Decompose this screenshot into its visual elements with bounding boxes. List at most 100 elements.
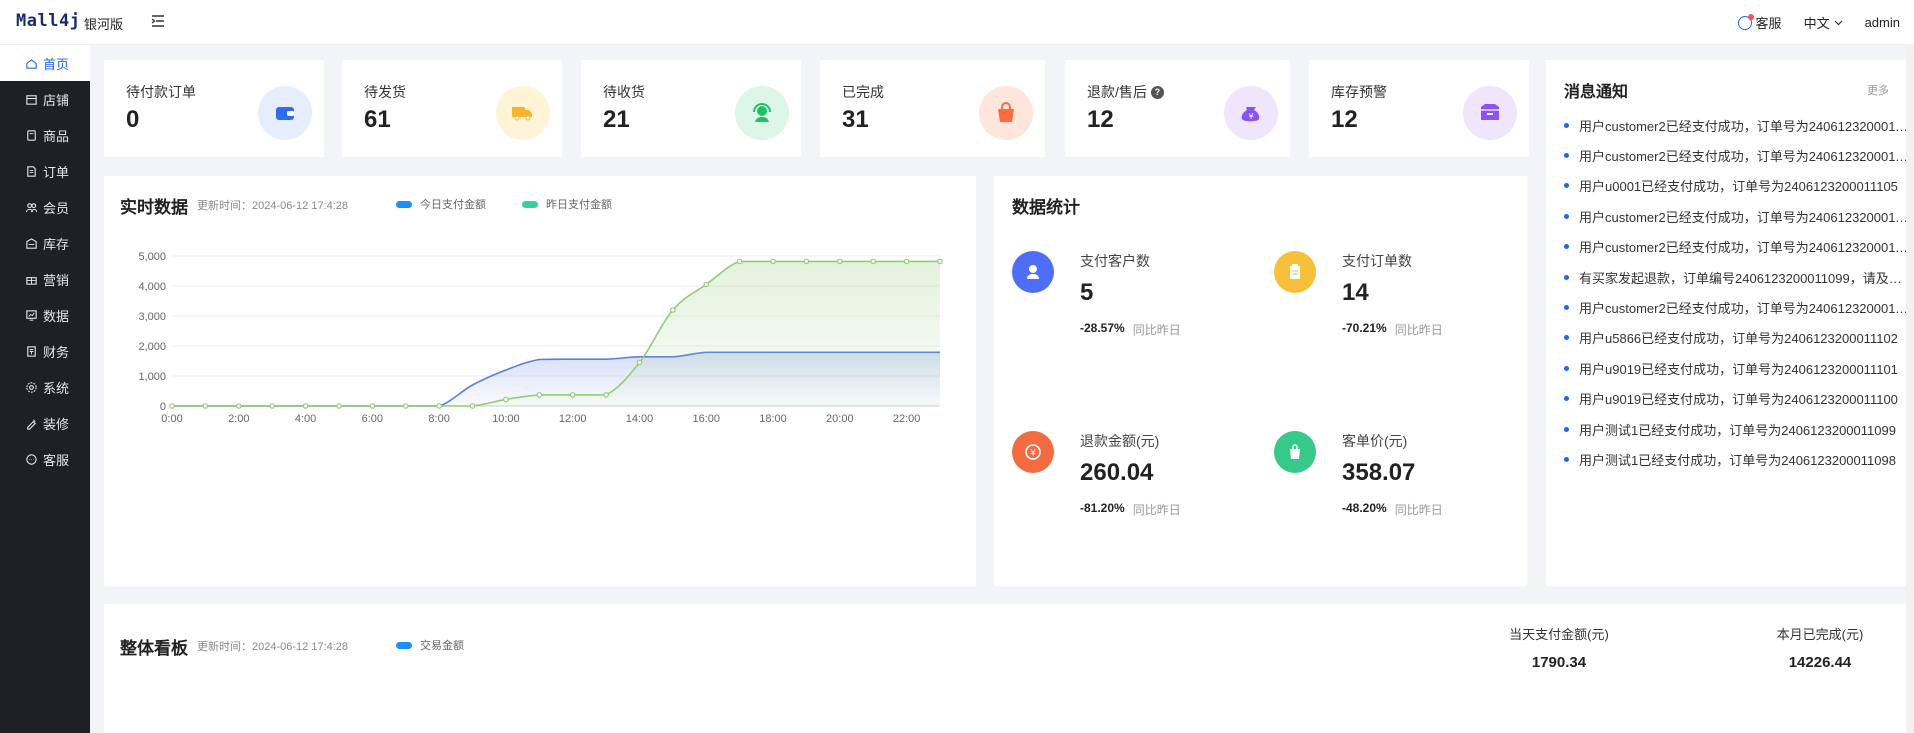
customer-service-button[interactable]: 客服: [1737, 13, 1782, 32]
stat-card-3[interactable]: 待收货 21: [581, 60, 801, 157]
page-scrollbar[interactable]: [1906, 45, 1914, 733]
sidebar-item-label: 营销: [43, 272, 70, 288]
sidebar-item-7[interactable]: 营销: [0, 261, 90, 297]
data-stat-change: -48.20% 同比昨日: [1342, 501, 1443, 518]
sidebar-item-label: 客服: [43, 452, 70, 468]
data-point[interactable]: [670, 307, 676, 313]
data-point[interactable]: [903, 258, 910, 265]
stat-card-4[interactable]: 已完成 31: [820, 60, 1045, 157]
bullet-icon: [1564, 456, 1569, 462]
notice-item[interactable]: 用户u0001已经支付成功，订单号为2406123200011105: [1564, 171, 1909, 201]
sidebar-item-9[interactable]: 财务: [0, 333, 90, 369]
bullet-icon: [1564, 183, 1569, 189]
sidebar-item-label: 订单: [43, 164, 70, 180]
data-point[interactable]: [937, 258, 943, 265]
notice-item[interactable]: 用户customer2已经支付成功，订单号为2406123200011093: [1564, 292, 1909, 322]
data-point[interactable]: [202, 403, 209, 409]
menu-collapse-icon[interactable]: [150, 13, 166, 29]
data-point[interactable]: [870, 258, 877, 265]
sidebar-item-4[interactable]: 订单: [0, 153, 90, 189]
legend-today[interactable]: 今日支付金额: [396, 196, 486, 212]
change-percent: -81.20%: [1080, 501, 1125, 515]
finance-icon: [27, 345, 36, 357]
sidebar-item-11[interactable]: 装修: [0, 405, 90, 441]
stat-card-1[interactable]: 待付款订单 0: [104, 60, 324, 157]
data-stat-label: 退款金额(元): [1080, 433, 1160, 449]
sidebar-item-label: 商品: [43, 128, 70, 144]
notice-item[interactable]: 有买家发起退款，订单编号2406123200011099，请及时处理: [1564, 262, 1909, 292]
data-point[interactable]: [402, 403, 409, 409]
data-point[interactable]: [235, 403, 242, 409]
sidebar-item-label: 库存: [43, 236, 70, 252]
change-compare-label: 同比昨日: [1132, 503, 1181, 517]
data-point[interactable]: [269, 403, 275, 409]
data-point[interactable]: [636, 359, 643, 366]
legend-transaction[interactable]: 交易金额: [396, 637, 464, 653]
data-point[interactable]: [169, 403, 175, 409]
user-menu[interactable]: admin: [1864, 15, 1900, 30]
stat-card-2[interactable]: 待发货 61: [342, 60, 562, 157]
data-point[interactable]: [369, 403, 376, 409]
stat-card-5[interactable]: 退款/售后? 12 ¥: [1065, 60, 1290, 157]
bullet-icon: [1564, 244, 1569, 250]
sidebar-item-8[interactable]: 数据: [0, 297, 90, 333]
data-point[interactable]: [336, 403, 342, 409]
notice-item[interactable]: 用户u9019已经支付成功，订单号为2406123200011100: [1564, 384, 1909, 414]
data-stat-item: 客单价(元) 358.07 -48.20% 同比昨日: [1274, 431, 1514, 531]
notice-item[interactable]: 用户customer2已经支付成功，订单号为2406123200011094: [1564, 232, 1909, 262]
stat-value: 21: [603, 106, 630, 133]
sidebar-item-12[interactable]: 客服: [0, 441, 90, 477]
sidebar-item-6[interactable]: 库存: [0, 225, 90, 261]
notice-item[interactable]: 用户u9019已经支付成功，订单号为2406123200011101: [1564, 353, 1909, 383]
legend-swatch: [396, 641, 412, 649]
data-stats-card: 数据统计 支付客户数 5 -28.57% 同比昨日 支付订单数 14 -70.21% 同比昨日…: [994, 176, 1527, 586]
legend-yesterday[interactable]: 昨日支付金额: [522, 196, 612, 212]
data-point[interactable]: [536, 392, 543, 398]
notice-item[interactable]: 用户customer2已经支付成功，订单号为2406123200011096: [1564, 140, 1909, 170]
data-point[interactable]: [436, 403, 442, 409]
box-icon: [1463, 86, 1517, 140]
x-tick-label: 14:00: [626, 413, 654, 425]
logo[interactable]: Mall4j: [16, 11, 81, 31]
data-point[interactable]: [569, 392, 576, 398]
stat-label: 库存预警: [1331, 84, 1387, 100]
notices-more-link[interactable]: 更多: [1867, 85, 1889, 97]
data-point[interactable]: [469, 403, 476, 409]
sidebar-item-3[interactable]: 商品: [0, 117, 90, 153]
data-point[interactable]: [302, 403, 309, 409]
data-point[interactable]: [837, 258, 843, 265]
edition-label: 银河版: [84, 17, 124, 32]
notice-item[interactable]: 用户测试1已经支付成功，订单号为2406123200011099: [1564, 414, 1909, 444]
notice-item[interactable]: 用户测试1已经支付成功，订单号为2406123200011098: [1564, 444, 1909, 474]
data-stat-change: -81.20% 同比昨日: [1080, 501, 1181, 518]
data-point[interactable]: [503, 396, 509, 403]
wallet-icon: [258, 86, 312, 140]
bullet-icon: [1564, 396, 1569, 402]
data-point[interactable]: [803, 258, 810, 265]
overview-card: 整体看板 更新时间：2024-06-12 17:4:28 交易金额 当天支付金额…: [104, 604, 1914, 733]
clipboard-icon: [1274, 251, 1316, 293]
data-point[interactable]: [603, 392, 609, 398]
stat-card-6[interactable]: 库存预警 12: [1309, 60, 1529, 157]
sidebar-item-1[interactable]: 首页: [0, 45, 90, 81]
sidebar-item-label: 系统: [43, 380, 70, 396]
notice-item[interactable]: 用户customer2已经支付成功，订单号为2406123200011095: [1564, 201, 1909, 231]
notice-item[interactable]: 用户customer2已经支付成功，订单号为2406123200011097: [1564, 110, 1909, 140]
sidebar-item-5[interactable]: 会员: [0, 189, 90, 225]
data-point[interactable]: [703, 281, 710, 288]
language-select[interactable]: 中文: [1804, 13, 1843, 32]
bullet-icon: [1564, 365, 1569, 371]
data-stat-label: 客单价(元): [1342, 433, 1408, 449]
data-point[interactable]: [770, 258, 776, 265]
stat-value: 12: [1331, 106, 1358, 133]
x-tick-label: 12:00: [559, 413, 587, 425]
notice-item[interactable]: 用户u5866已经支付成功，订单号为2406123200011102: [1564, 323, 1909, 353]
data-stat-item: ¥ 退款金额(元) 260.04 -81.20% 同比昨日: [1012, 431, 1252, 531]
today-pay-value: 1790.34: [1531, 654, 1587, 671]
sidebar-item-10[interactable]: 系统: [0, 369, 90, 405]
data-point[interactable]: [736, 258, 743, 265]
sidebar-item-2[interactable]: 店铺: [0, 81, 90, 117]
series-line-2[interactable]: [172, 260, 940, 407]
change-compare-label: 同比昨日: [1394, 503, 1443, 517]
help-icon[interactable]: ?: [1150, 85, 1164, 99]
